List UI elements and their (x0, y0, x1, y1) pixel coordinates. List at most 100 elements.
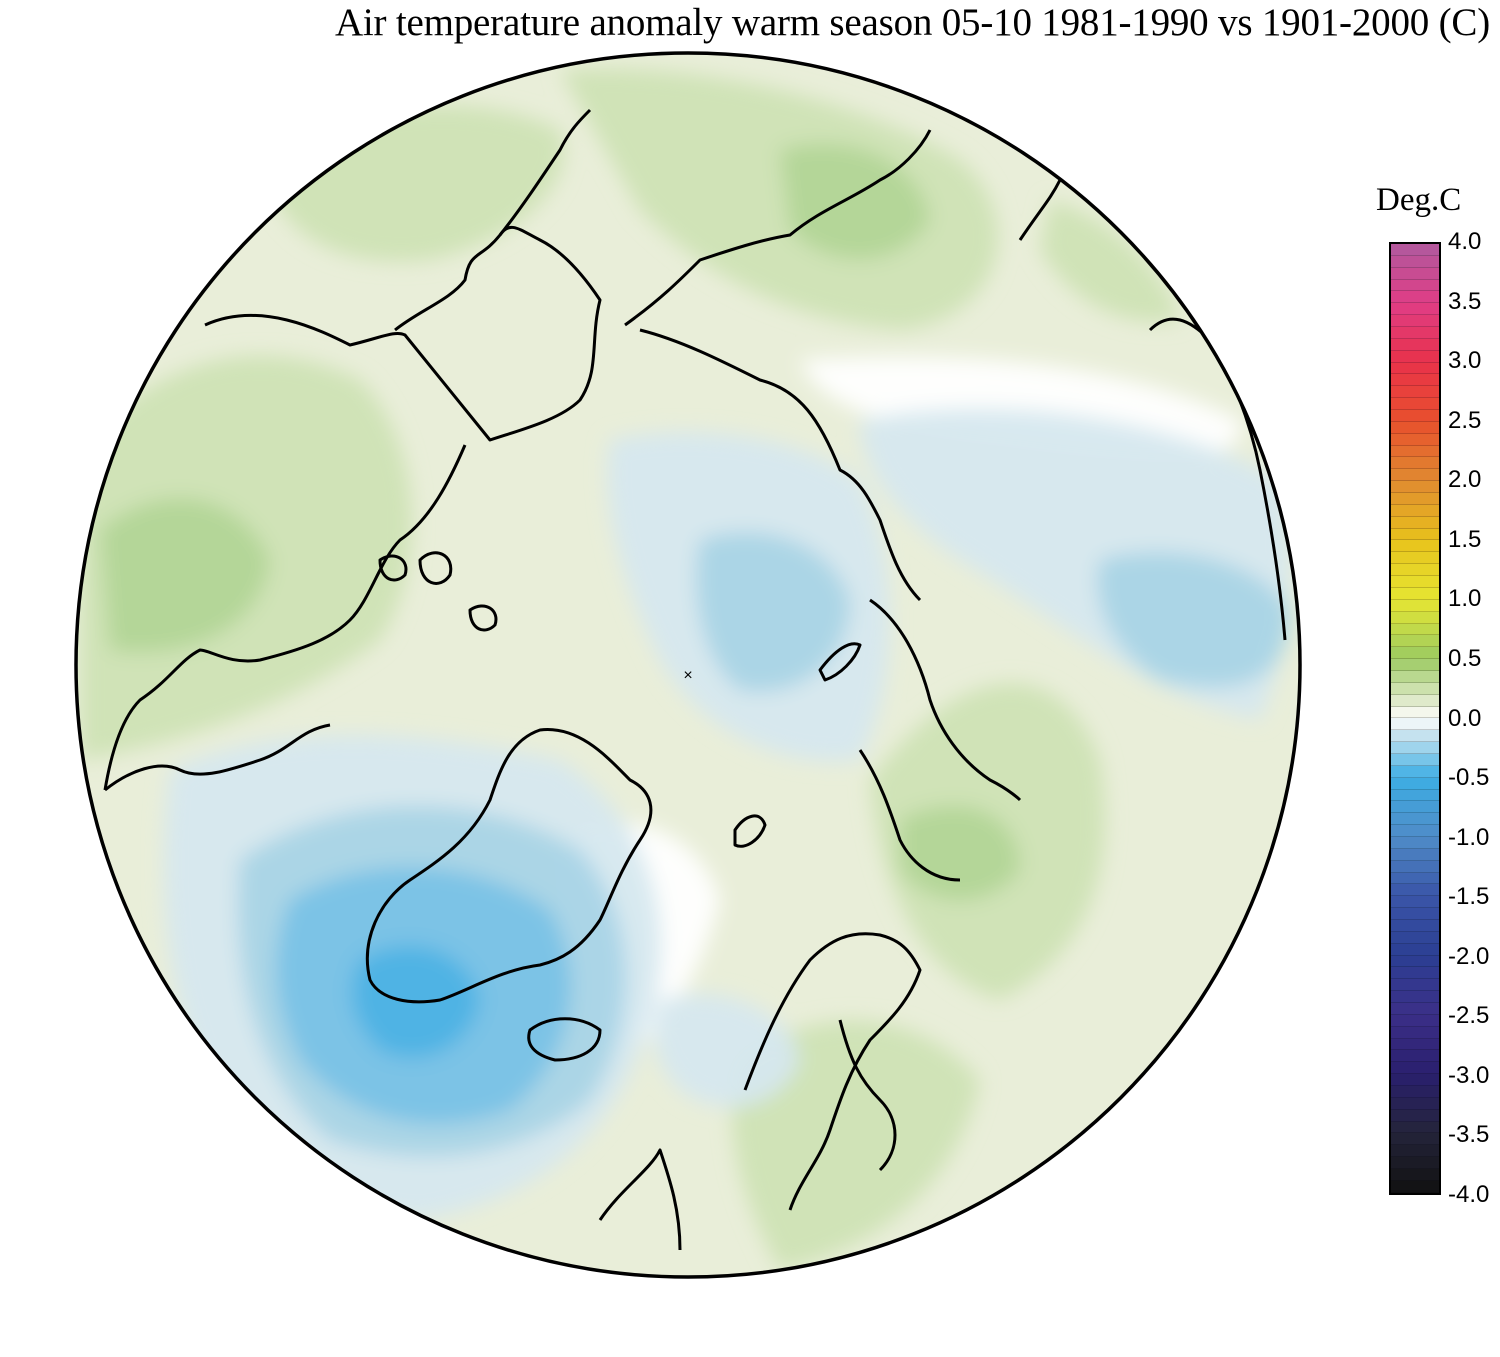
colorbar-band (1391, 599, 1439, 612)
colorbar-band (1391, 611, 1439, 624)
coastline-greenland (365, 728, 653, 1004)
colorbar-band (1391, 481, 1439, 494)
chart-title: Air temperature anomaly warm season 05-1… (334, 1, 1490, 44)
pole-marker: × (683, 667, 692, 684)
colorbar-tick-label: 2.0 (1448, 466, 1482, 494)
colorbar-tick-label: 0.5 (1448, 644, 1482, 672)
colorbar-band (1391, 1062, 1439, 1075)
strong-positive-region-canada (100, 498, 270, 652)
colorbar-band (1391, 255, 1439, 268)
colorbar-band (1391, 789, 1439, 802)
colorbar-band (1391, 1121, 1439, 1134)
colorbar-band (1391, 1169, 1439, 1181)
colorbar-band (1391, 338, 1439, 351)
positive-region-asia-far-east (1040, 200, 1180, 322)
negative-core-central-siberia (1097, 552, 1290, 688)
coastline-novaya-zemlya (818, 642, 862, 682)
anomaly-field (76, 53, 1300, 1277)
negative-region-norwegian-sea (654, 993, 800, 1107)
colorbar-band (1391, 267, 1439, 280)
colorbar-band (1391, 1074, 1439, 1087)
colorbar-tick-label: 3.5 (1448, 287, 1482, 315)
colorbar-band (1391, 374, 1439, 387)
colorbar-band (1391, 386, 1439, 399)
colorbar-tick-label: 1.5 (1448, 525, 1482, 553)
coastline-far-east (1018, 179, 1287, 641)
colorbar-band (1391, 576, 1439, 588)
colorbar-band (1391, 1109, 1439, 1122)
colorbar-band (1391, 1003, 1439, 1015)
colorbar-band (1391, 315, 1439, 328)
colorbar-band (1391, 1014, 1439, 1027)
colorbar-band (1391, 801, 1439, 814)
colorbar-band (1391, 493, 1439, 505)
colorbar-band (1391, 350, 1439, 363)
colorbar-tick-label: -1.5 (1448, 883, 1490, 911)
colorbar-band (1391, 1038, 1439, 1051)
colorbar-band (1391, 279, 1439, 292)
colorbar-band (1391, 398, 1439, 411)
colorbar-band (1391, 813, 1439, 826)
positive-region-europe (732, 1020, 980, 1270)
colorbar-band (1391, 1133, 1439, 1146)
coastline-arctic-islands (378, 551, 498, 632)
colorbar-tick-label: 1.0 (1448, 585, 1482, 613)
colorbar-band (1391, 647, 1439, 660)
colorbar-band (1391, 836, 1439, 849)
colorbar-band (1391, 943, 1439, 956)
positive-region-east-siberia (560, 68, 999, 330)
colorbar-tick-label: -2.0 (1448, 942, 1490, 970)
colorbar-band (1391, 457, 1439, 470)
colorbar-band (1391, 777, 1439, 790)
colorbar-band (1391, 504, 1439, 517)
colorbar-band (1391, 730, 1439, 743)
colorbar-band (1391, 244, 1439, 256)
colorbar-tick-label: 3.0 (1448, 347, 1482, 375)
colorbar-band (1391, 682, 1439, 695)
colorbar-tick-label: -2.5 (1448, 1002, 1490, 1030)
colorbar-band (1391, 1086, 1439, 1098)
coastline-british-isles (598, 1148, 682, 1251)
colorbar-band (1391, 718, 1439, 731)
coastline-scandinavia (743, 932, 922, 1211)
colorbar-band (1391, 362, 1439, 375)
colorbar-band (1391, 753, 1439, 766)
colorbar-band (1391, 765, 1439, 778)
coastline-iceland (527, 1017, 602, 1062)
colorbar-tick-label: 2.5 (1448, 406, 1482, 434)
colorbar-band (1391, 528, 1439, 541)
globe-boundary (74, 51, 1302, 1279)
colorbar-band (1391, 303, 1439, 316)
colorbar-band (1391, 848, 1439, 861)
colorbar-band (1391, 552, 1439, 565)
coastline-siberia (624, 129, 932, 327)
colorbar-band (1391, 659, 1439, 671)
coastline-svalbard (733, 814, 767, 848)
colorbar-band (1391, 896, 1439, 909)
colorbar-tick-label: -4.0 (1448, 1181, 1490, 1208)
colorbar-band (1391, 931, 1439, 944)
negative-core-arctic-ocean (696, 532, 850, 692)
colorbar-band (1391, 327, 1439, 339)
colorbar-band (1391, 706, 1439, 719)
colorbar-band (1391, 1026, 1439, 1039)
colorbar-band (1391, 421, 1439, 434)
coastline-canada-arctic (103, 444, 467, 791)
colorbar-band (1391, 884, 1439, 897)
colorbar-band (1391, 587, 1439, 600)
colorbar-band (1391, 919, 1439, 932)
colorbar-tick-label: -3.5 (1448, 1121, 1490, 1149)
colorbar-band (1391, 991, 1439, 1003)
colorbar-band (1391, 564, 1439, 577)
colorbar-band (1391, 635, 1439, 648)
coastline-taymyr (869, 598, 1022, 802)
colorbar-band (1391, 860, 1439, 873)
colorbar-band (1391, 540, 1439, 553)
colorbar-band (1391, 670, 1439, 683)
colorbar-band (1391, 516, 1439, 529)
strong-positive-region-ural (900, 806, 1020, 900)
colorbar-tick-label: 0.0 (1448, 704, 1482, 732)
colorbar-tick-label: 4.0 (1448, 228, 1482, 255)
colorbar-tick-label: -3.0 (1448, 1061, 1490, 1089)
